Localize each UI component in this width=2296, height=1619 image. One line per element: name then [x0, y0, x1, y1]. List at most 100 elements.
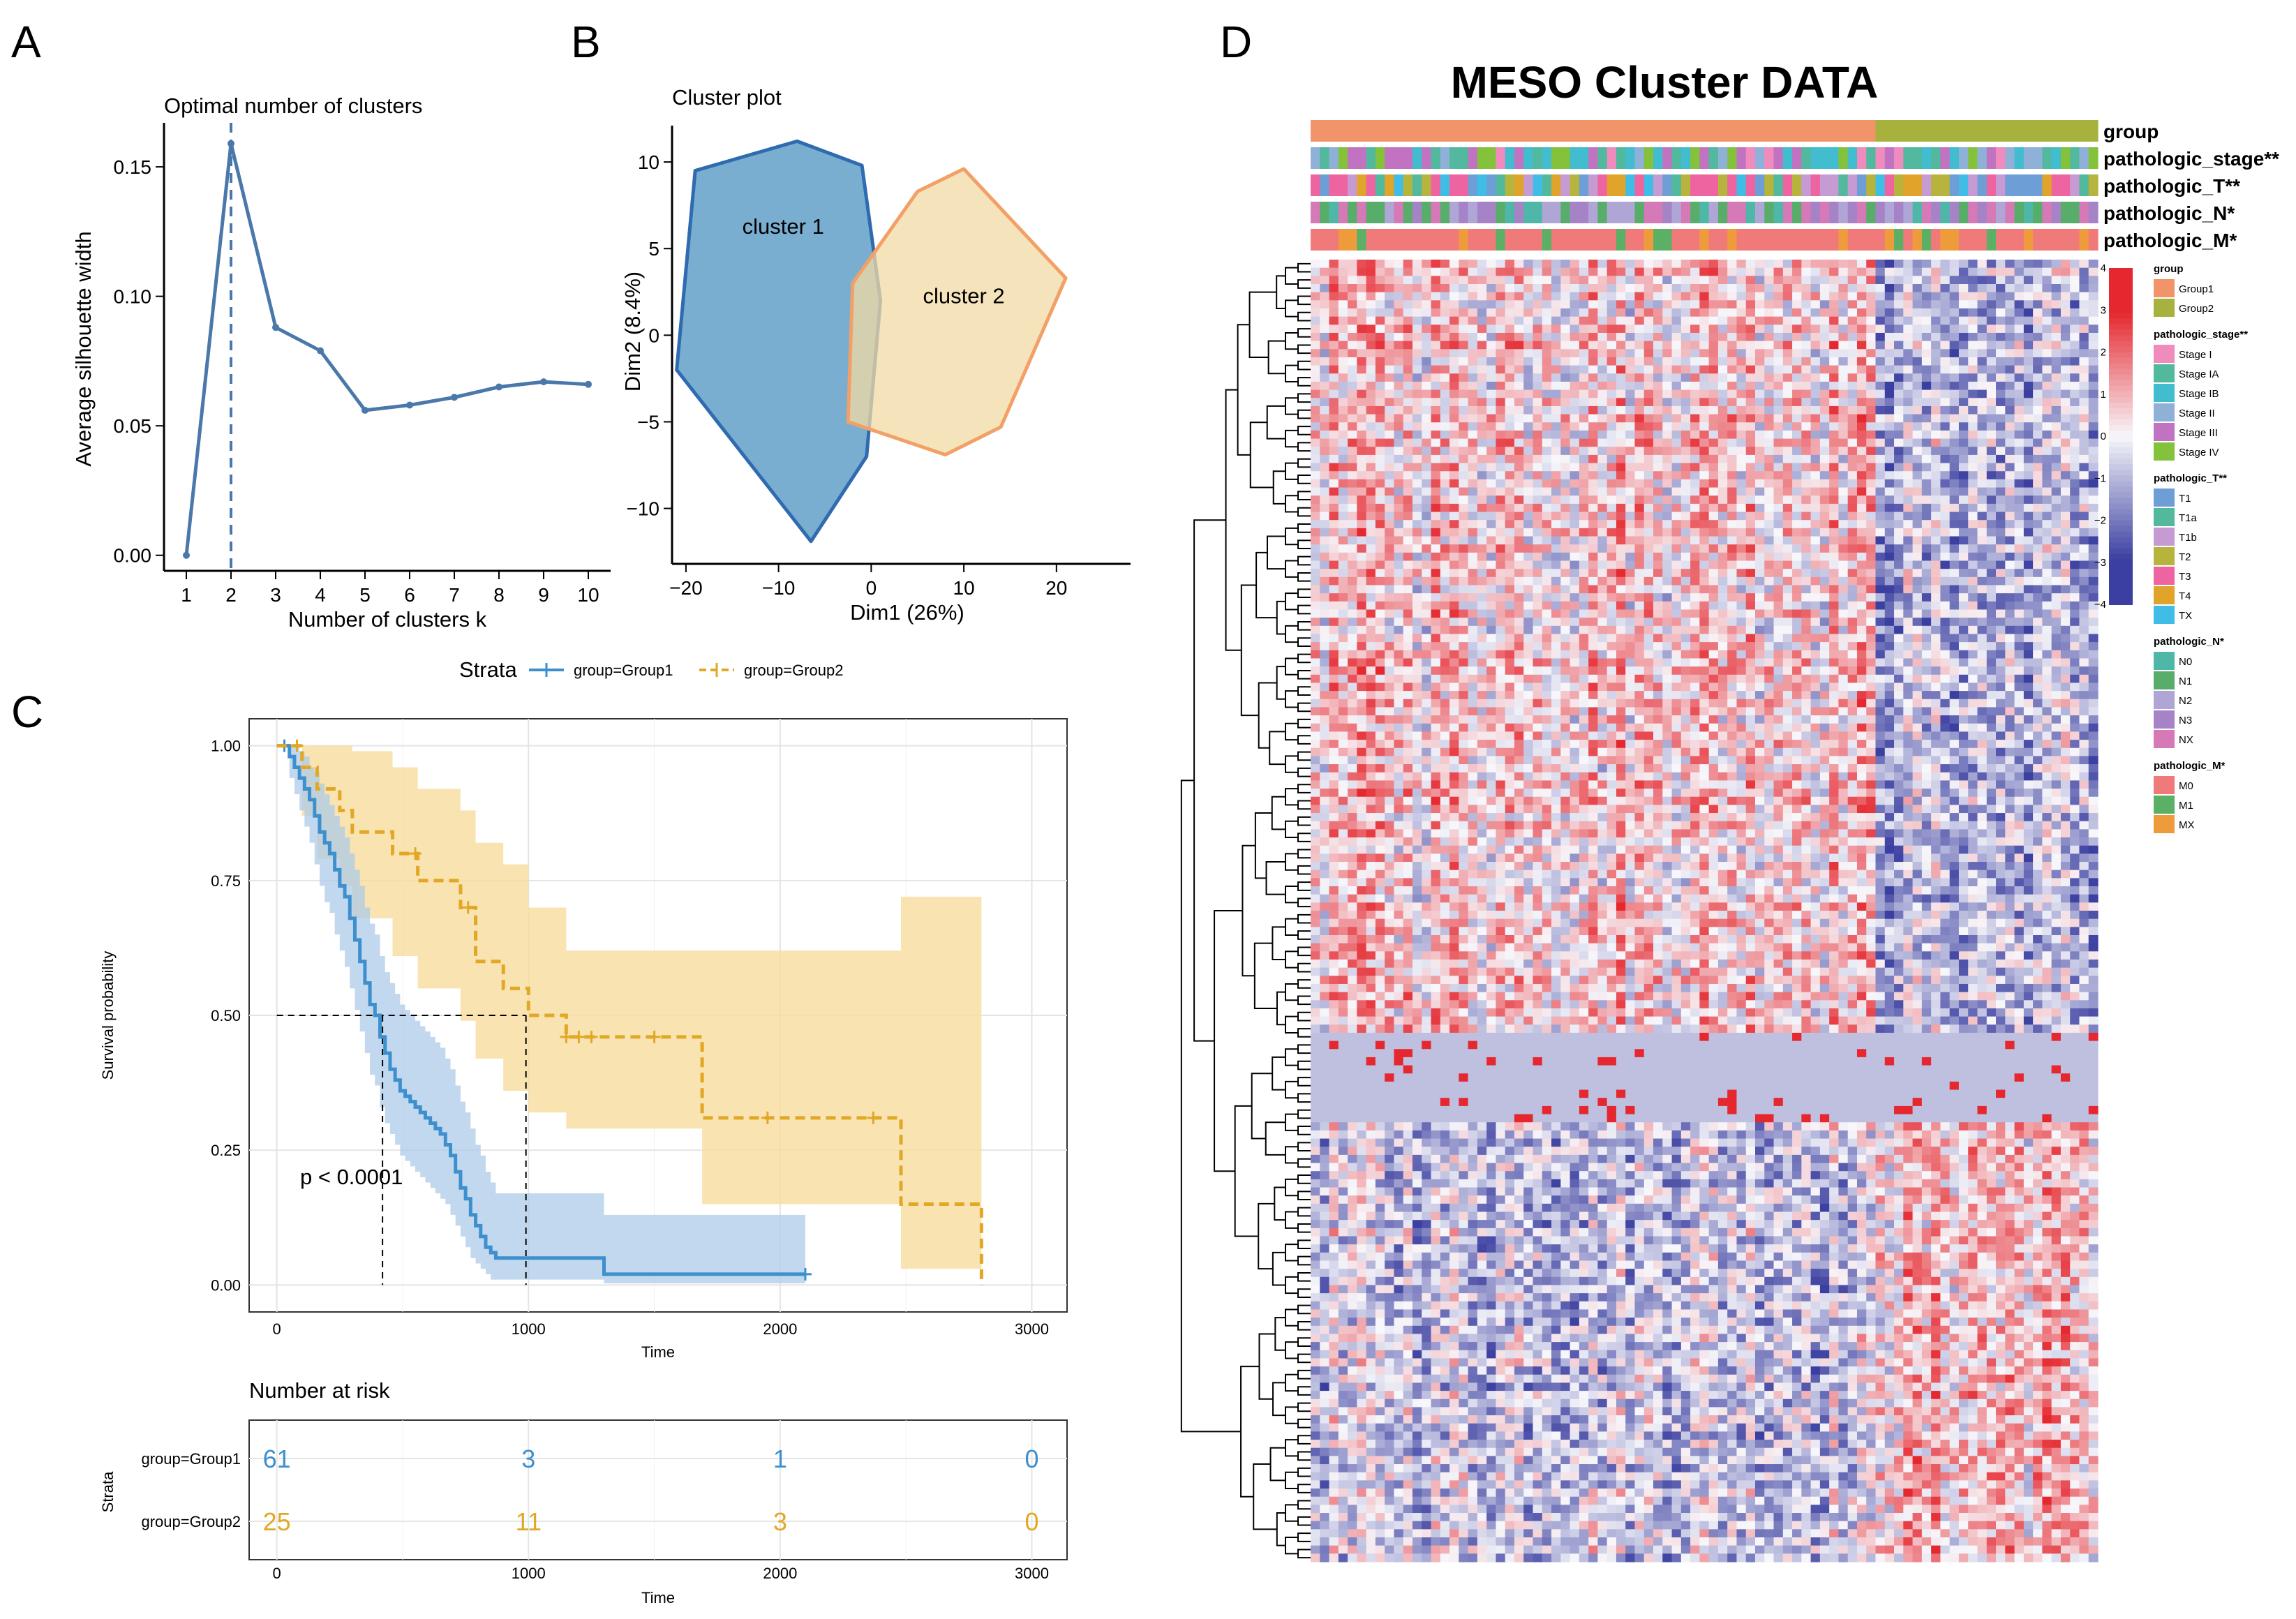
heatmap-cell [1412, 260, 1422, 269]
heatmap-cell [1754, 487, 1765, 496]
heatmap-cell [1357, 447, 1367, 456]
heatmap-cell [1375, 447, 1385, 456]
heatmap-cell [1968, 447, 1978, 456]
heatmap-cell [2079, 560, 2089, 569]
anno-cell [1431, 147, 1441, 169]
heatmap-cell [1931, 316, 1941, 325]
heatmap-cell [1385, 405, 1395, 415]
heatmap-cell [1422, 674, 1432, 684]
heatmap-cell [2014, 609, 2025, 618]
heatmap-cell [1616, 674, 1626, 684]
heatmap-cell [2051, 528, 2062, 537]
heatmap-cell [1792, 447, 1802, 456]
heatmap-cell [1311, 495, 1320, 505]
anno-cell [1949, 202, 1960, 223]
heatmap-cell [1996, 430, 2006, 440]
heatmap-cell [1949, 389, 1960, 398]
heatmap-cell [1745, 503, 1756, 513]
heatmap-cell [1690, 463, 1700, 472]
heatmap-cell [1690, 479, 1700, 488]
heatmap-cell [1653, 479, 1663, 488]
heatmap-cell [1875, 593, 1886, 602]
heatmap-cell [1634, 463, 1645, 472]
heatmap-cell [1385, 430, 1395, 440]
heatmap-cell [1440, 593, 1450, 602]
heatmap-cell [1486, 503, 1497, 513]
heatmap-cell [1607, 512, 1617, 521]
anno-cell [1996, 147, 2006, 169]
heatmap-cell [1931, 650, 1941, 659]
heatmap-cell [1643, 666, 1654, 676]
heatmap-cell [1338, 430, 1348, 440]
heatmap-cell [1662, 454, 1673, 464]
heatmap-cell [1551, 292, 1561, 301]
heatmap-cell [1422, 569, 1432, 578]
heatmap-cell [1311, 349, 1320, 358]
heatmap-cell [2042, 260, 2052, 269]
heatmap-cell [1533, 447, 1543, 456]
anno-cell [1958, 174, 1969, 196]
heatmap-cell [1412, 487, 1422, 496]
heatmap-cell [2014, 365, 2025, 374]
heatmap-cell [1949, 569, 1960, 578]
heatmap-cell [1385, 634, 1395, 643]
heatmap-cell [1754, 618, 1765, 627]
heatmap-cell [1940, 373, 1951, 382]
heatmap-cell [1782, 398, 1793, 407]
heatmap-cell [1403, 316, 1413, 325]
heatmap-cell [1533, 332, 1543, 342]
heatmap-cell [2005, 503, 2015, 513]
heatmap-cell [1671, 422, 1682, 431]
heatmap-cell [1329, 609, 1339, 618]
x-tick-label: −10 [762, 577, 796, 599]
anno-cell [1773, 174, 1784, 196]
heatmap-cell [2014, 447, 2025, 456]
heatmap-cell [1477, 512, 1487, 521]
heatmap-cell [1375, 576, 1385, 586]
heatmap-cell [1866, 365, 1877, 374]
heatmap-cell [2070, 569, 2080, 578]
heatmap-cell [1523, 381, 1534, 391]
heatmap-cell [1634, 283, 1645, 293]
heatmap-cell [1819, 381, 1830, 391]
heatmap-cell [1634, 503, 1645, 513]
heatmap-cell [1717, 552, 1728, 562]
heatmap-cell [1468, 593, 1478, 602]
heatmap-cell [1477, 292, 1487, 301]
heatmap-cell [1394, 609, 1404, 618]
heatmap-cell [1412, 300, 1422, 309]
heatmap-cell [1838, 276, 1849, 285]
heatmap-cell [1412, 454, 1422, 464]
heatmap-cell [1736, 389, 1747, 398]
heatmap-cell [1320, 666, 1330, 676]
heatmap-cell [1912, 487, 1923, 496]
heatmap-cell [1329, 576, 1339, 586]
heatmap-cell [1643, 438, 1654, 447]
heatmap-cell [1792, 316, 1802, 325]
heatmap-cell [1949, 495, 1960, 505]
heatmap-cell [1680, 625, 1691, 635]
heatmap-cell [1986, 422, 1997, 431]
heatmap-cell [1884, 316, 1895, 325]
heatmap-cell [1634, 536, 1645, 545]
heatmap-cell [2079, 479, 2089, 488]
heatmap-cell [1357, 454, 1367, 464]
heatmap-cell [1588, 544, 1598, 553]
anno-cell [2070, 147, 2080, 169]
heatmap-cell [1717, 276, 1728, 285]
heatmap-cell [1866, 373, 1877, 382]
heatmap-cell [1449, 642, 1459, 651]
heatmap-cell [1875, 438, 1886, 447]
heatmap-cell [1671, 463, 1682, 472]
heatmap-cell [1940, 260, 1951, 269]
heatmap-cell [2070, 398, 2080, 407]
heatmap-cell [1570, 389, 1580, 398]
heatmap-cell [1643, 609, 1654, 618]
anno-cell [1394, 174, 1404, 196]
heatmap-cell [1912, 398, 1923, 407]
heatmap-cell [1921, 389, 1932, 398]
heatmap-cell [1819, 520, 1830, 529]
heatmap-cell [1477, 593, 1487, 602]
heatmap-cell [2023, 585, 2034, 594]
heatmap-cell [1357, 560, 1367, 569]
